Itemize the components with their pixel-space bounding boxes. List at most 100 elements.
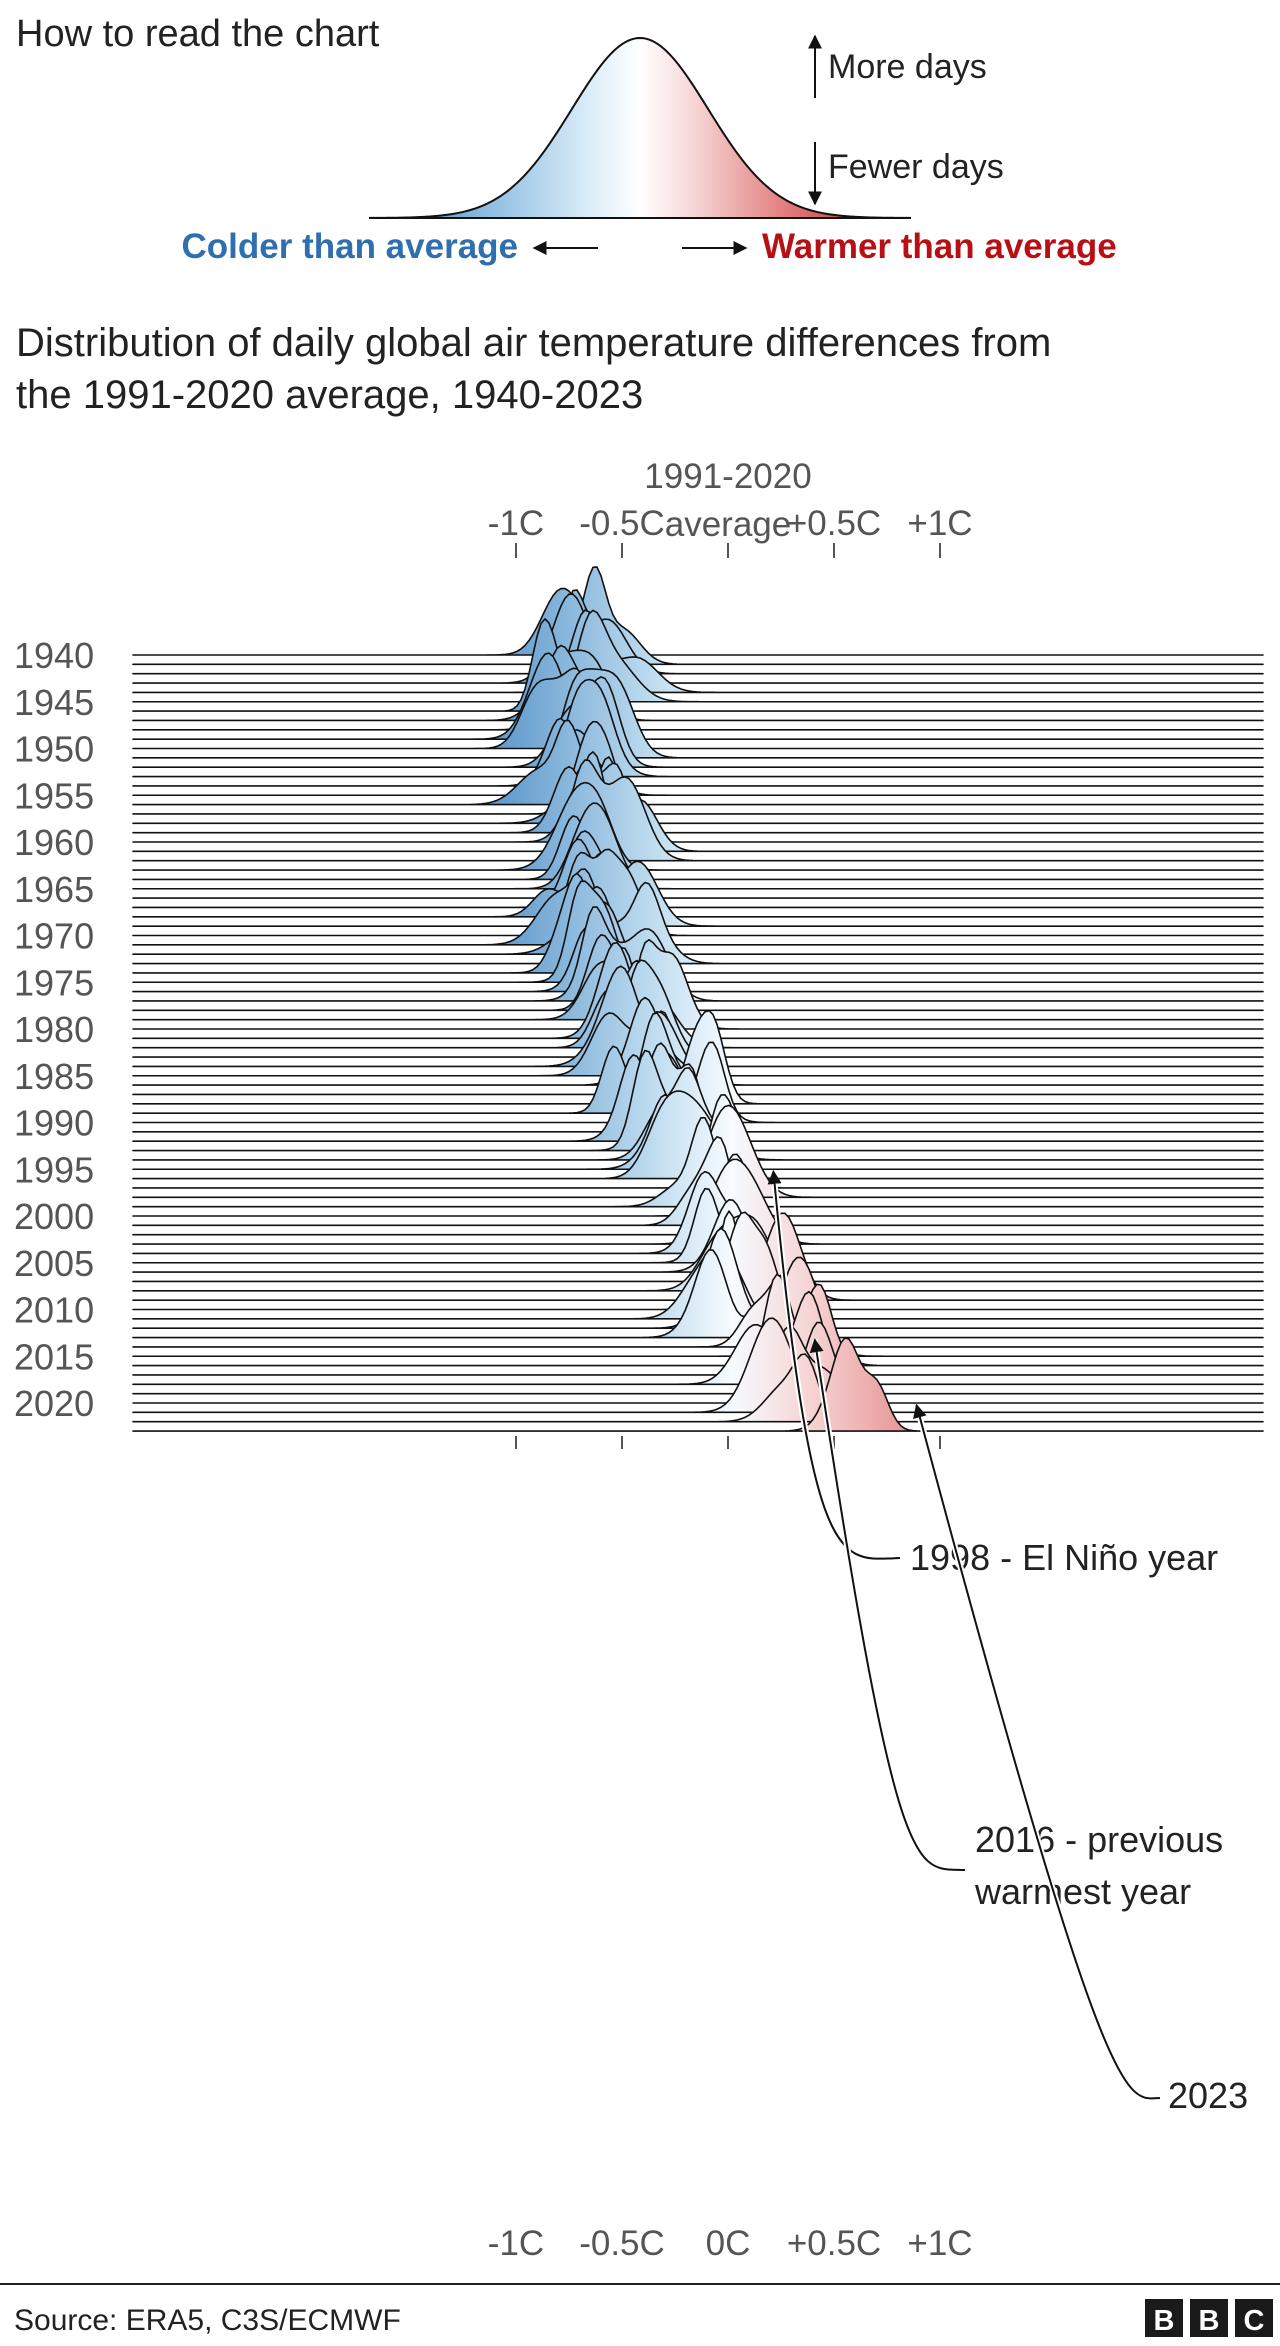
ridge-1949 [132, 652, 1264, 740]
ridge-1965 [132, 802, 1264, 890]
annotation-label: 2023 [1168, 2075, 1248, 2116]
top-axis: -1C -0.5C +0.5C +1C 1991-2020 average [488, 457, 973, 558]
bbc-logo-block [1145, 2299, 1183, 2337]
ridge-1999 [132, 1117, 1264, 1208]
ridge-1963 [132, 781, 1264, 871]
ridge-1977 [132, 906, 1264, 1002]
ridge-2006 [132, 1198, 1264, 1273]
ridge-1974 [132, 872, 1264, 974]
ridge-1973 [132, 881, 1264, 965]
year-label-1950: 1950 [14, 729, 94, 770]
ridge-2015 [132, 1256, 1264, 1358]
ridge-2013 [132, 1249, 1264, 1339]
source-text: Source: ERA5, C3S/ECMWF [14, 2304, 401, 2337]
year-label-1980: 1980 [14, 1009, 94, 1050]
ridge-1966 [132, 830, 1264, 899]
legend-title: How to read the chart [16, 13, 380, 55]
ridge-1955 [132, 728, 1264, 797]
ridge-1988 [132, 1009, 1264, 1105]
fewer-days-label: Fewer days [828, 148, 1004, 186]
ridge-2017 [132, 1273, 1264, 1376]
ridge-1957 [132, 720, 1264, 815]
ridge-2022 [132, 1353, 1264, 1423]
ridge-1968 [132, 851, 1264, 918]
ridge-1946 [132, 618, 1264, 712]
ridge-1950 [132, 667, 1264, 750]
ridge-2018 [132, 1290, 1264, 1386]
year-label-1945: 1945 [14, 682, 94, 723]
ridges [132, 566, 1264, 1432]
year-label-1940: 1940 [14, 635, 94, 676]
ridge-1975 [132, 880, 1264, 984]
year-label-1960: 1960 [14, 822, 94, 863]
year-label-2005: 2005 [14, 1243, 94, 1284]
legend-curve [369, 36, 911, 219]
ridge-1959 [132, 756, 1264, 834]
legend: How to read the chart More days Fewer da… [16, 13, 1117, 266]
year-label-2000: 2000 [14, 1196, 94, 1237]
ridge-1964 [132, 815, 1264, 881]
chart-title-line-2: the 1991-2020 average, 1940-2023 [16, 373, 643, 417]
ridge-1967 [132, 838, 1264, 909]
ridge-1952 [132, 676, 1264, 768]
annotation-arrow-icon [913, 1403, 1161, 2100]
top-tick-label: +1C [907, 504, 972, 543]
annotation-label: 2016 - previous [975, 1819, 1223, 1860]
year-label-1965: 1965 [14, 869, 94, 910]
year-labels: 1940 1945 1950 1955 1960 1965 1970 1975 1980 1985… [14, 635, 94, 1424]
bottom-tick-label: +1C [907, 2224, 972, 2263]
year-label-1995: 1995 [14, 1149, 94, 1190]
ridge-1944 [132, 609, 1264, 694]
annotation-label: warmest year [974, 1871, 1191, 1912]
ridge-1969 [132, 860, 1264, 927]
year-label-1990: 1990 [14, 1103, 94, 1144]
ridge-1980 [132, 938, 1264, 1030]
ridge-1951 [132, 668, 1264, 759]
ridge-1962 [132, 759, 1264, 862]
ridge-1961 [132, 751, 1264, 853]
bottom-tick-label: -1C [488, 2224, 544, 2263]
ridge-1960 [132, 762, 1264, 843]
top-tick-label: -1C [488, 504, 544, 543]
bottom-tick-label: 0C [706, 2224, 751, 2263]
bbc-logo-block [1235, 2299, 1273, 2337]
ridge-2021 [132, 1317, 1264, 1414]
ridge-1958 [132, 757, 1264, 825]
ridge-1948 [132, 644, 1264, 731]
ridge-1956 [132, 719, 1264, 806]
year-label-2015: 2015 [14, 1336, 94, 1377]
ridge-1971 [132, 868, 1264, 946]
more-days-label: More days [828, 48, 987, 86]
year-label-1955: 1955 [14, 775, 94, 816]
ridge-1940 [132, 587, 1264, 656]
bbc-logo-letter: C [1244, 2305, 1265, 2337]
year-label-2010: 2010 [14, 1290, 94, 1331]
ridge-2014 [132, 1274, 1264, 1348]
year-label-1970: 1970 [14, 916, 94, 957]
bbc-logo-letter: B [1199, 2305, 1220, 2337]
year-label-1975: 1975 [14, 962, 94, 1003]
ridge-2019 [132, 1321, 1264, 1395]
annotation-arrow-icon [767, 1169, 901, 1560]
ridge-1942 [132, 589, 1264, 675]
bottom-tick-label: -0.5C [579, 2224, 665, 2263]
annotation-arrow-icon [809, 1338, 966, 1871]
ridge-2020 [132, 1325, 1264, 1404]
top-center-label-line: 1991-2020 [644, 457, 811, 496]
colder-label: Colder than average [182, 227, 519, 266]
top-tick-label: -0.5C [579, 504, 665, 543]
ridge-1954 [132, 717, 1264, 787]
top-center-label-line: average [665, 505, 791, 544]
ridge-1978 [132, 934, 1264, 1012]
top-tick-label: +0.5C [787, 504, 881, 543]
ridge-1976 [132, 927, 1264, 993]
ridge-1943 [132, 593, 1264, 684]
bbc-logo-block [1190, 2299, 1228, 2337]
ridge-1972 [132, 885, 1264, 955]
ridge-1953 [132, 678, 1264, 778]
